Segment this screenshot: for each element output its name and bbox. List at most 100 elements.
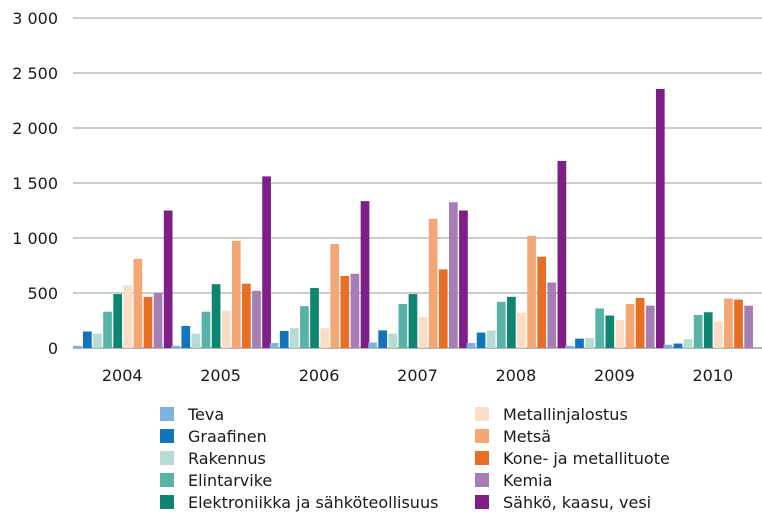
bar-2006-sähkö-kaasu-vesi xyxy=(360,201,370,348)
bar-2009-sähkö-kaasu-vesi xyxy=(655,88,665,348)
bar-2010-kemia xyxy=(744,305,753,348)
bar-2005-rakennus xyxy=(191,333,201,348)
bar-2006-metallinjalostus xyxy=(320,328,329,348)
bar-2004-teva xyxy=(72,345,82,348)
bar-2010-metallinjalostus xyxy=(713,321,723,348)
legend-label: Metsä xyxy=(503,426,552,446)
bar-2004-elektroniikka-ja-sähköteollisuus xyxy=(113,294,123,348)
bar-2010-elektroniikka-ja-sähköteollisuus xyxy=(703,312,713,348)
x-tick-label: 2008 xyxy=(496,366,537,385)
bar-2009-metallinjalostus xyxy=(615,319,625,348)
bar-2010-rakennus xyxy=(683,339,693,348)
legend-item: Rakennus xyxy=(160,447,266,469)
legend-swatch xyxy=(475,451,489,465)
bar-2010-teva xyxy=(663,344,673,348)
legend-swatch xyxy=(475,473,489,487)
legend-item: Graafinen xyxy=(160,425,267,447)
bar-2006-elintarvike xyxy=(300,306,309,348)
legend-item: Metallinjalostus xyxy=(475,403,628,425)
bar-2008-kone-ja-metallituote xyxy=(537,256,547,348)
bar-2009-teva xyxy=(565,345,574,348)
legend-item: Sähkö, kaasu, vesi xyxy=(475,491,651,513)
bar-2009-kemia xyxy=(645,305,655,348)
bar-2008-metallinjalostus xyxy=(517,312,526,348)
bar-2006-kemia xyxy=(350,273,360,348)
bar-2010-metsä xyxy=(724,298,733,348)
bar-2005-teva xyxy=(171,345,181,348)
bar-2005-sähkö-kaasu-vesi xyxy=(262,176,271,348)
legend-label: Metallinjalostus xyxy=(503,404,628,424)
bar-2004-kemia xyxy=(153,293,163,348)
legend-item: Elintarvike xyxy=(160,469,272,491)
legend-item: Kemia xyxy=(475,469,552,491)
bar-2004-rakennus xyxy=(93,333,102,348)
bar-2005-elektroniikka-ja-sähköteollisuus xyxy=(211,284,221,348)
bar-2006-teva xyxy=(269,343,279,348)
bar-2004-elintarvike xyxy=(103,311,112,348)
legend-swatch xyxy=(475,407,489,421)
bar-2005-graafinen xyxy=(181,326,191,348)
bar-2007-metallinjalostus xyxy=(418,317,428,348)
bar-2007-rakennus xyxy=(388,333,398,348)
legend-label: Teva xyxy=(188,404,225,424)
y-tick-label: 2 500 xyxy=(12,64,58,83)
bar-2007-elektroniikka-ja-sähköteollisuus xyxy=(408,294,418,348)
legend: Teva Graafinen Rakennus Elintarvike Elektron… xyxy=(160,403,760,513)
bar-2007-graafinen xyxy=(378,330,387,348)
legend-item: Elektroniikka ja sähköteollisuus xyxy=(160,491,438,513)
bar-2004-metallinjalostus xyxy=(123,285,133,348)
y-tick-label: 3 000 xyxy=(12,9,58,28)
bar-2004-metsä xyxy=(133,258,143,348)
y-tick-label: 0 xyxy=(48,339,58,358)
bar-2005-metsä xyxy=(231,240,241,348)
bar-2008-rakennus xyxy=(486,330,496,348)
y-tick-label: 2 000 xyxy=(12,119,58,138)
bar-2010-elintarvike xyxy=(693,315,703,348)
bar-2009-metsä xyxy=(625,304,635,348)
legend-label: Rakennus xyxy=(188,448,266,468)
bar-2008-teva xyxy=(466,343,476,348)
bar-2005-elintarvike xyxy=(201,311,211,348)
legend-label: Sähkö, kaasu, vesi xyxy=(503,492,652,512)
bar-2006-elektroniikka-ja-sähköteollisuus xyxy=(310,288,319,348)
bar-2006-rakennus xyxy=(289,328,299,348)
bar-2008-sähkö-kaasu-vesi xyxy=(557,161,567,348)
legend-label: Elintarvike xyxy=(188,470,273,490)
bar-2009-kone-ja-metallituote xyxy=(635,297,645,348)
legend-label: Kemia xyxy=(503,470,553,490)
x-tick-label: 2005 xyxy=(200,366,241,385)
bar-2009-elintarvike xyxy=(595,308,605,348)
bar-2008-graafinen xyxy=(476,332,486,348)
legend-label: Kone- ja metallituote xyxy=(503,448,670,468)
gridlines xyxy=(73,17,762,349)
bars xyxy=(72,88,753,348)
bar-2009-graafinen xyxy=(575,338,584,348)
bar-2008-metsä xyxy=(527,235,536,348)
x-tick-label: 2004 xyxy=(102,366,143,385)
bar-2007-kemia xyxy=(449,202,458,348)
bar-2007-kone-ja-metallituote xyxy=(438,269,448,348)
legend-swatch xyxy=(475,495,489,509)
legend-swatch xyxy=(160,473,174,487)
bar-2005-kemia xyxy=(252,290,261,348)
legend-item: Kone- ja metallituote xyxy=(475,447,670,469)
legend-swatch xyxy=(160,429,174,443)
bar-2008-elektroniikka-ja-sähköteollisuus xyxy=(507,296,516,348)
bar-2005-kone-ja-metallituote xyxy=(242,283,251,348)
legend-label: Graafinen xyxy=(188,426,267,446)
bar-2007-elintarvike xyxy=(398,304,408,348)
legend-swatch xyxy=(160,407,174,421)
bar-2009-rakennus xyxy=(585,338,594,348)
x-tick-label: 2006 xyxy=(299,366,340,385)
legend-item: Metsä xyxy=(475,425,551,447)
bar-2007-sähkö-kaasu-vesi xyxy=(459,210,468,348)
x-tick-label: 2007 xyxy=(397,366,438,385)
bar-2006-metsä xyxy=(330,244,340,348)
bar-2005-metallinjalostus xyxy=(221,310,231,348)
legend-item: Teva xyxy=(160,403,224,425)
legend-swatch xyxy=(160,451,174,465)
x-axis-ticks: 2004 2005 2006 2007 2008 2009 2010 xyxy=(102,366,733,385)
x-tick-label: 2010 xyxy=(692,366,733,385)
bar-2004-kone-ja-metallituote xyxy=(143,296,153,348)
